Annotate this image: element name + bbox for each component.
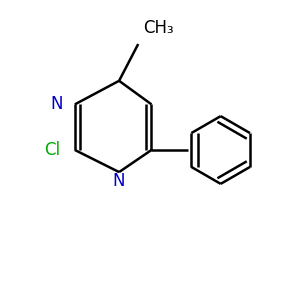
Text: N: N xyxy=(51,95,63,113)
Text: Cl: Cl xyxy=(44,141,60,159)
Text: CH₃: CH₃ xyxy=(142,19,173,37)
Text: N: N xyxy=(113,172,125,190)
